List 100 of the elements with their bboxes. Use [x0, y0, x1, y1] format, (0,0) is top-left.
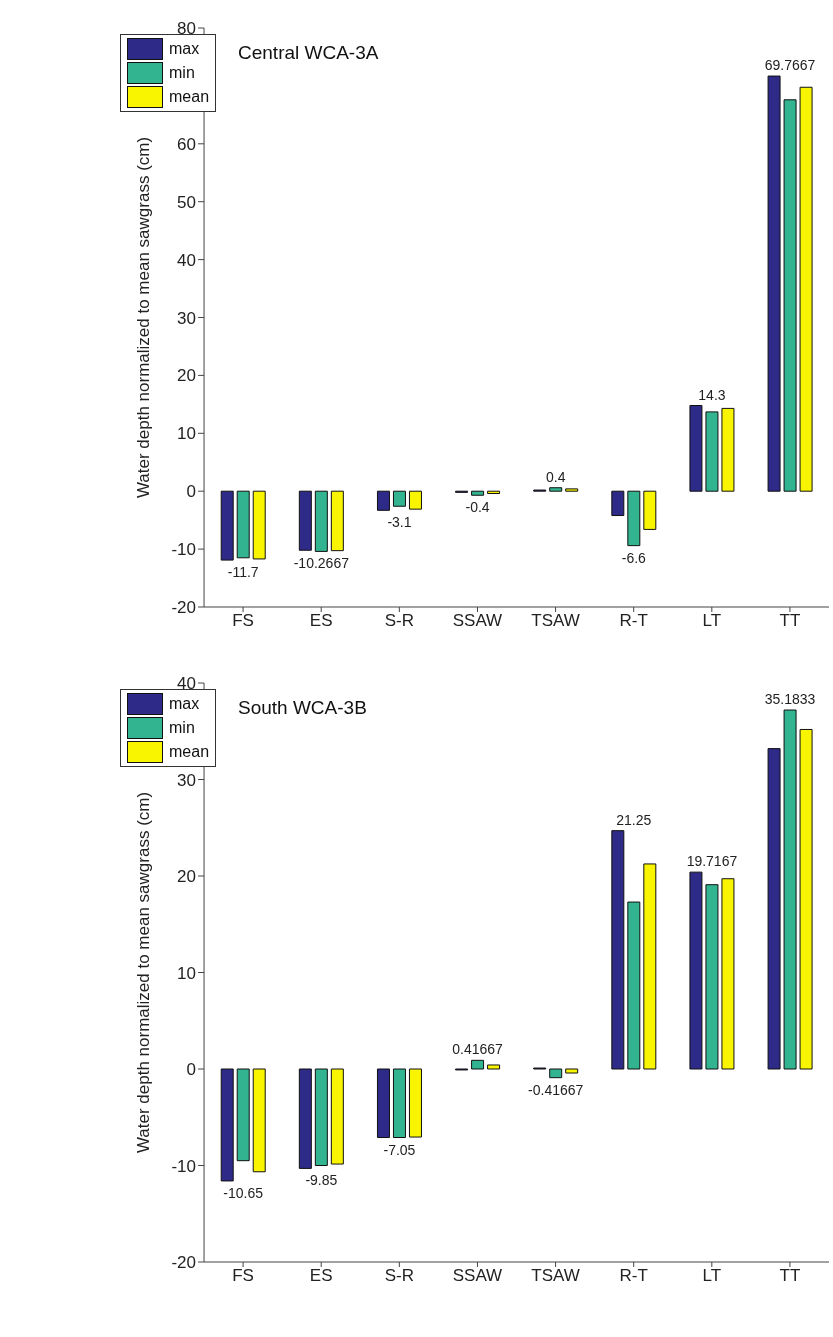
x-tick-label: FS — [232, 611, 254, 631]
bar — [689, 871, 703, 1070]
bar — [220, 490, 234, 561]
bar — [611, 490, 625, 517]
x-tick-label: TT — [779, 611, 801, 631]
bar — [471, 490, 485, 496]
y-tick-label: 40 — [177, 674, 197, 694]
bar — [565, 488, 579, 492]
x-tick-label: R-T — [619, 611, 648, 631]
x-tick-label: LT — [702, 1266, 722, 1286]
bar — [298, 490, 312, 551]
bar — [705, 884, 719, 1070]
bar — [721, 878, 735, 1070]
bar — [627, 490, 641, 547]
data-label: 19.7167 — [686, 853, 738, 870]
y-tick-label: 20 — [177, 366, 197, 386]
x-tick-label: S-R — [384, 611, 414, 631]
text: Central WCA-3A — [238, 42, 379, 64]
bar — [799, 86, 813, 492]
bar — [408, 1068, 422, 1138]
y-tick-label: 80 — [177, 19, 197, 39]
text: South WCA-3B — [238, 697, 367, 719]
bar — [376, 1068, 390, 1139]
x-tick-label: SSAW — [452, 1266, 503, 1286]
data-label: 0.41667 — [452, 1041, 504, 1058]
data-label: -0.4 — [465, 499, 490, 516]
bar — [549, 1068, 563, 1079]
bar — [565, 1068, 579, 1074]
data-label: -7.05 — [383, 1141, 416, 1158]
bar — [799, 728, 813, 1070]
legend-label: max — [169, 695, 200, 713]
y-tick-label: 0 — [186, 1060, 197, 1080]
data-label: 0.4 — [545, 468, 566, 485]
bar — [643, 863, 657, 1070]
bar — [705, 411, 719, 492]
data-label: 69.7667 — [764, 57, 816, 74]
x-tick-label: TT — [779, 1266, 801, 1286]
x-tick-label: LT — [702, 611, 722, 631]
bar — [392, 1068, 406, 1139]
bar — [767, 75, 781, 492]
data-label: 35.1833 — [764, 691, 816, 708]
data-label: 21.25 — [616, 811, 652, 828]
y-axis-title: Water depth normalized to mean sawgrass (cm) — [134, 136, 154, 499]
bar — [783, 99, 797, 492]
legend-label: mean — [169, 743, 210, 761]
x-tick-label: SSAW — [452, 611, 503, 631]
legend-label: max — [169, 40, 200, 58]
bar — [721, 407, 735, 492]
data-label: -10.65 — [223, 1184, 264, 1201]
bar — [314, 1068, 328, 1166]
legend-label: min — [169, 64, 195, 82]
data-label: -0.41667 — [528, 1081, 584, 1098]
x-tick-label: TSAW — [531, 1266, 580, 1286]
y-tick-label: -20 — [171, 1253, 197, 1273]
legend-label: min — [169, 719, 195, 737]
x-tick-label: ES — [309, 1266, 333, 1286]
x-tick-label: FS — [232, 1266, 254, 1286]
data-label: -3.1 — [387, 514, 412, 531]
bar — [643, 490, 657, 530]
y-tick-label: 10 — [177, 963, 197, 983]
bar — [392, 490, 406, 507]
x-tick-label: ES — [309, 611, 333, 631]
bar — [783, 709, 797, 1070]
y-tick-label: -10 — [171, 540, 197, 560]
y-tick-label: 60 — [177, 134, 197, 154]
bar — [298, 1068, 312, 1169]
bar — [627, 901, 641, 1070]
bar — [220, 1068, 234, 1182]
bar — [236, 490, 250, 559]
bar — [767, 748, 781, 1070]
y-tick-label: 30 — [177, 308, 197, 328]
bar — [611, 830, 625, 1070]
data-label: -10.2667 — [293, 555, 350, 572]
bar — [252, 490, 266, 560]
bar — [471, 1059, 485, 1070]
y-tick-label: 40 — [177, 250, 197, 270]
bar — [689, 405, 703, 492]
bar — [314, 490, 328, 552]
data-label: -11.7 — [227, 564, 259, 581]
bar — [487, 1064, 501, 1070]
y-axis-title: Water depth normalized to mean sawgrass (cm) — [134, 791, 154, 1154]
y-tick-label: 0 — [186, 482, 197, 502]
bar — [236, 1068, 250, 1162]
y-tick-label: -20 — [171, 598, 197, 618]
data-label: -9.85 — [305, 1172, 338, 1189]
x-tick-label: R-T — [619, 1266, 648, 1286]
bar — [330, 1068, 344, 1165]
bar — [408, 490, 422, 510]
y-tick-label: 50 — [177, 192, 197, 212]
y-tick-label: 20 — [177, 867, 197, 887]
bar — [330, 490, 344, 552]
data-label: 14.3 — [698, 386, 726, 403]
data-label: -6.6 — [621, 549, 647, 566]
bar — [376, 490, 390, 511]
y-tick-label: 10 — [177, 424, 197, 444]
bar — [549, 487, 563, 492]
y-tick-label: -10 — [171, 1156, 197, 1176]
bar — [252, 1068, 266, 1173]
x-tick-label: TSAW — [531, 611, 580, 631]
x-tick-label: S-R — [384, 1266, 414, 1286]
